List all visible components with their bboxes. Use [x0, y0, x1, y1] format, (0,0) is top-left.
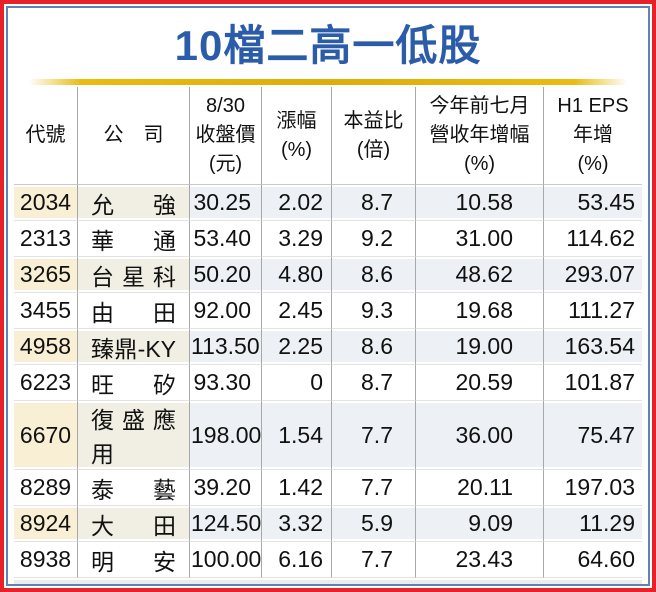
cell-revenue-growth: 23.43: [416, 542, 544, 578]
cell-eps-growth: 114.62: [544, 221, 642, 257]
header-cell-change-pct: 漲幅 (%): [262, 87, 332, 185]
table-row: 8924 大田 124.50 3.32 5.9 9.09 11.29: [14, 506, 642, 542]
cell-eps-growth: 163.54: [544, 329, 642, 365]
cell-revenue-growth: 20.59: [416, 365, 544, 401]
cell-code: 6223: [14, 365, 78, 401]
cell-change-pct: 0: [262, 365, 332, 401]
cell-code: 3265: [14, 257, 78, 293]
cell-company: 華通: [78, 221, 190, 257]
cell-close-price: 113.50: [190, 329, 262, 365]
cell-code: 8924: [14, 506, 78, 542]
cell-pe-ratio: 8.6: [332, 329, 416, 365]
cell-pe-ratio: 7.7: [332, 470, 416, 506]
cell-close-price: 93.30: [190, 365, 262, 401]
cell-code: 8289: [14, 470, 78, 506]
cell-code: 3455: [14, 293, 78, 329]
stock-table: 代號 公 司 8/30 收盤價 (元) 漲幅 (%) 本益比 (倍) 今年前七月…: [14, 87, 642, 578]
cell-close-price: 30.25: [190, 185, 262, 221]
cell-close-price: 100.00: [190, 542, 262, 578]
cell-change-pct: 1.42: [262, 470, 332, 506]
cell-company: 旺矽: [78, 365, 190, 401]
header-cell-code: 代號: [14, 87, 78, 185]
cell-eps-growth: 293.07: [544, 257, 642, 293]
table-row: 8938 明安 100.00 6.16 7.7 23.43 64.60: [14, 542, 642, 578]
cell-company: 明安: [78, 542, 190, 578]
cell-pe-ratio: 5.9: [332, 506, 416, 542]
header-cell-close-price: 8/30 收盤價 (元): [190, 87, 262, 185]
cell-revenue-growth: 19.00: [416, 329, 544, 365]
table-row: 2313 華通 53.40 3.29 9.2 31.00 114.62: [14, 221, 642, 257]
cell-code: 8938: [14, 542, 78, 578]
page-title: 10檔二高一低股: [174, 22, 482, 69]
cell-eps-growth: 111.27: [544, 293, 642, 329]
cell-change-pct: 3.29: [262, 221, 332, 257]
cell-eps-growth: 53.45: [544, 185, 642, 221]
cell-eps-growth: 101.87: [544, 365, 642, 401]
cell-revenue-growth: 9.09: [416, 506, 544, 542]
cell-close-price: 53.40: [190, 221, 262, 257]
header-cell-company: 公 司: [78, 87, 190, 185]
table-row: 6223 旺矽 93.30 0 8.7 20.59 101.87: [14, 365, 642, 401]
cell-eps-growth: 75.47: [544, 401, 642, 470]
cell-eps-growth: 64.60: [544, 542, 642, 578]
cell-company: 由田: [78, 293, 190, 329]
cell-code: 6670: [14, 401, 78, 470]
cell-pe-ratio: 7.7: [332, 401, 416, 470]
cell-pe-ratio: 9.3: [332, 293, 416, 329]
cell-change-pct: 3.32: [262, 506, 332, 542]
blue-inner-frame: 10檔二高一低股 代號 公 司 8/30 收盤價 (元) 漲幅 (%) 本益比 …: [6, 6, 650, 586]
header-cell-revenue-growth: 今年前七月 營收年增幅 (%): [416, 87, 544, 185]
cell-revenue-growth: 19.68: [416, 293, 544, 329]
cell-company: 復盛應用: [78, 401, 190, 470]
cell-code: 2313: [14, 221, 78, 257]
table-row: 3265 台星科 50.20 4.80 8.6 48.62 293.07: [14, 257, 642, 293]
gold-divider: [28, 79, 628, 85]
cell-pe-ratio: 9.2: [332, 221, 416, 257]
cell-company: 大田: [78, 506, 190, 542]
cell-close-price: 50.20: [190, 257, 262, 293]
table-header-row: 代號 公 司 8/30 收盤價 (元) 漲幅 (%) 本益比 (倍) 今年前七月…: [14, 87, 642, 185]
cell-company: 允強: [78, 185, 190, 221]
cell-company: 臻鼎-KY: [78, 329, 190, 365]
cell-pe-ratio: 8.6: [332, 257, 416, 293]
table-row: 3455 由田 92.00 2.45 9.3 19.68 111.27: [14, 293, 642, 329]
table-row: 8289 泰藝 39.20 1.42 7.7 20.11 197.03: [14, 470, 642, 506]
cell-change-pct: 6.16: [262, 542, 332, 578]
cell-close-price: 124.50: [190, 506, 262, 542]
table-footer: 資料來源:CMoney 製表:方歆婷: [14, 580, 642, 584]
cell-change-pct: 1.54: [262, 401, 332, 470]
cell-eps-growth: 197.03: [544, 470, 642, 506]
cell-pe-ratio: 7.7: [332, 542, 416, 578]
cell-code: 2034: [14, 185, 78, 221]
cell-company: 台星科: [78, 257, 190, 293]
cell-change-pct: 2.25: [262, 329, 332, 365]
cell-revenue-growth: 10.58: [416, 185, 544, 221]
cell-revenue-growth: 20.11: [416, 470, 544, 506]
cell-pe-ratio: 8.7: [332, 185, 416, 221]
table-row: 2034 允強 30.25 2.02 8.7 10.58 53.45: [14, 185, 642, 221]
cell-change-pct: 2.45: [262, 293, 332, 329]
table-row: 6670 復盛應用 198.00 1.54 7.7 36.00 75.47: [14, 401, 642, 470]
header-cell-eps-growth: H1 EPS 年增 (%): [544, 87, 642, 185]
cell-code: 4958: [14, 329, 78, 365]
table-row: 4958 臻鼎-KY 113.50 2.25 8.6 19.00 163.54: [14, 329, 642, 365]
cell-pe-ratio: 8.7: [332, 365, 416, 401]
cell-revenue-growth: 36.00: [416, 401, 544, 470]
cell-revenue-growth: 31.00: [416, 221, 544, 257]
cell-close-price: 198.00: [190, 401, 262, 470]
cell-change-pct: 4.80: [262, 257, 332, 293]
cell-change-pct: 2.02: [262, 185, 332, 221]
cell-close-price: 39.20: [190, 470, 262, 506]
cell-revenue-growth: 48.62: [416, 257, 544, 293]
cell-close-price: 92.00: [190, 293, 262, 329]
cell-company: 泰藝: [78, 470, 190, 506]
header-cell-pe-ratio: 本益比 (倍): [332, 87, 416, 185]
footer-credit: 製表:方歆婷: [537, 583, 632, 584]
footer-source: 資料來源:CMoney: [24, 583, 162, 584]
cell-eps-growth: 11.29: [544, 506, 642, 542]
